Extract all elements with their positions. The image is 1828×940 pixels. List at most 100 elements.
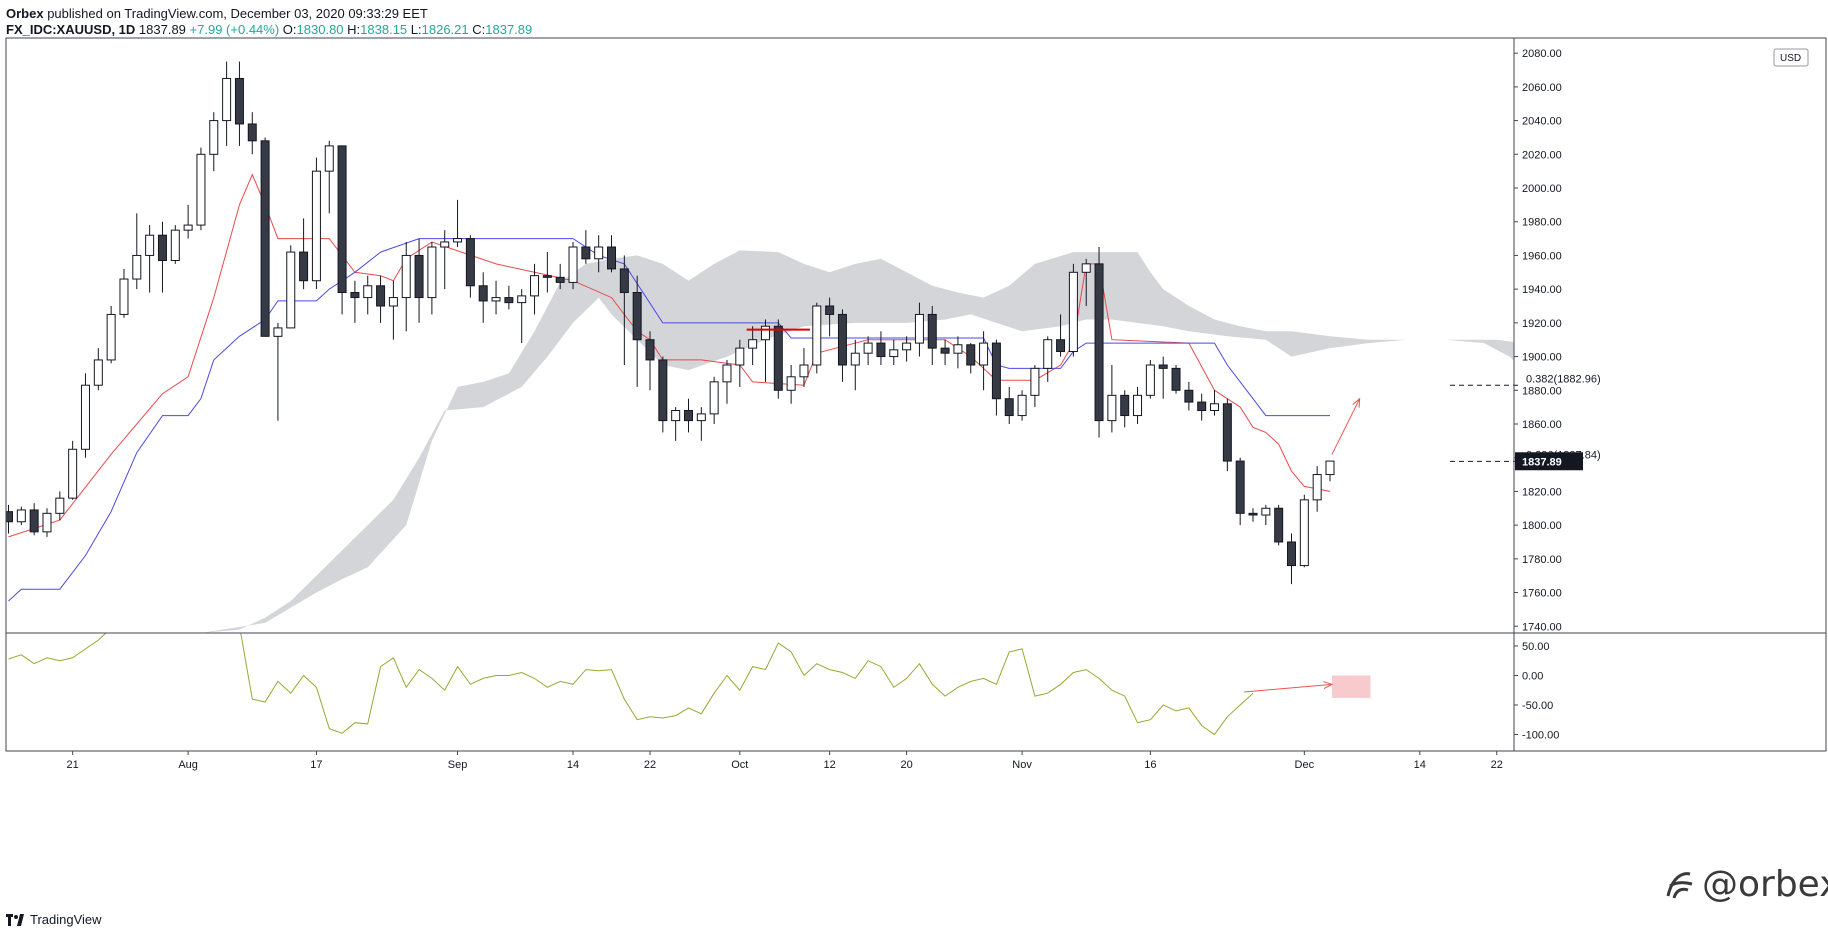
candle — [132, 213, 142, 290]
candle — [273, 322, 283, 421]
candle-body — [1004, 398, 1014, 417]
candle-body — [68, 448, 78, 499]
candle-body — [850, 352, 860, 366]
candle-body — [1299, 499, 1309, 567]
candle-body — [658, 359, 668, 422]
candle — [170, 225, 180, 264]
candle — [311, 157, 321, 290]
candle — [388, 280, 398, 340]
candle-body — [645, 339, 655, 361]
candle-body — [1056, 339, 1066, 353]
candle — [555, 263, 565, 290]
candle — [42, 508, 52, 537]
currency-badge-text: USD — [1780, 53, 1801, 64]
ichimoku-cloud — [200, 250, 1514, 633]
osc-tick-label: -50.00 — [1522, 700, 1553, 712]
candle-body — [863, 342, 873, 354]
candle-body — [1287, 541, 1296, 567]
candle — [1094, 247, 1104, 438]
candle-body — [1248, 512, 1258, 516]
candle — [376, 275, 386, 323]
tradingview-logo[interactable]: TradingView — [6, 912, 102, 927]
candle-body — [1107, 394, 1117, 422]
candle — [1004, 386, 1014, 424]
price-tick-label: 2040.00 — [1522, 116, 1562, 128]
candle-body — [1133, 394, 1143, 417]
candle-body — [1222, 403, 1232, 462]
candle-body — [170, 229, 180, 261]
candle-body — [1171, 367, 1181, 391]
time-tick-label: 21 — [67, 759, 79, 771]
candle — [414, 238, 424, 323]
candle-body — [247, 123, 257, 142]
candle-body — [812, 305, 822, 366]
price-tick-label: 1800.00 — [1522, 520, 1562, 532]
candle-body — [80, 384, 90, 450]
candle — [491, 280, 501, 315]
candle-body — [273, 327, 283, 337]
candle — [55, 491, 65, 521]
symbol-name: FX_IDC:XAUUSD, 1D — [6, 22, 136, 37]
candle-body — [55, 497, 65, 514]
close-value: 1837.89 — [485, 22, 533, 37]
trend-arrow — [1331, 397, 1361, 455]
candle — [799, 348, 809, 387]
candle-body — [414, 254, 424, 299]
price-tick-label: 1980.00 — [1522, 217, 1562, 229]
candle-body — [671, 410, 681, 422]
candle-body — [748, 339, 758, 349]
candle-body — [234, 77, 244, 125]
candle — [440, 230, 450, 290]
time-tick-label: 14 — [567, 759, 579, 771]
candle — [517, 289, 527, 344]
highlight-box — [1331, 675, 1371, 698]
candle-body — [93, 359, 103, 386]
candle — [453, 199, 463, 248]
tradingview-brand: TradingView — [30, 912, 102, 927]
candle — [478, 272, 488, 323]
candle — [1171, 364, 1181, 394]
candle-body — [29, 509, 39, 533]
candle — [1312, 466, 1322, 512]
candle-body — [311, 170, 321, 282]
momentum-arrow-shaft — [1244, 683, 1333, 693]
candle-body — [350, 292, 360, 299]
osc-tick-label: 0.00 — [1522, 670, 1543, 682]
candle — [1274, 504, 1284, 546]
candle-body — [337, 145, 347, 294]
candle-body — [632, 292, 642, 341]
candle — [80, 373, 90, 458]
time-tick-label: Nov — [1012, 759, 1032, 771]
chart-frame — [5, 37, 1827, 752]
candle — [786, 364, 796, 404]
candle-body — [440, 241, 450, 248]
candle-body — [222, 77, 232, 122]
candle-body — [453, 238, 463, 243]
candle — [1299, 494, 1309, 568]
candle — [581, 230, 591, 264]
candle-body — [966, 344, 976, 366]
time-tick-label: 22 — [644, 759, 656, 771]
candle — [68, 440, 78, 500]
candle — [671, 407, 681, 441]
candle — [324, 140, 334, 214]
candle — [350, 280, 360, 323]
candle — [1235, 457, 1245, 526]
candle — [106, 306, 116, 364]
candle — [607, 235, 617, 273]
price-tick-label: 1880.00 — [1522, 385, 1562, 397]
candle — [1133, 386, 1143, 424]
candle — [927, 306, 937, 365]
time-tick-label: Dec — [1295, 759, 1315, 771]
candle-body — [209, 120, 219, 155]
tradingview-logo-icon — [6, 913, 24, 926]
price-tick-label: 1860.00 — [1522, 419, 1562, 431]
candle — [953, 336, 963, 369]
candle — [773, 319, 783, 399]
candle — [837, 309, 847, 382]
high-label: H: — [347, 22, 361, 37]
time-tick-label: 16 — [1144, 759, 1156, 771]
price-change: +7.99 (+0.44%) — [189, 22, 280, 37]
candle-body — [145, 234, 155, 256]
